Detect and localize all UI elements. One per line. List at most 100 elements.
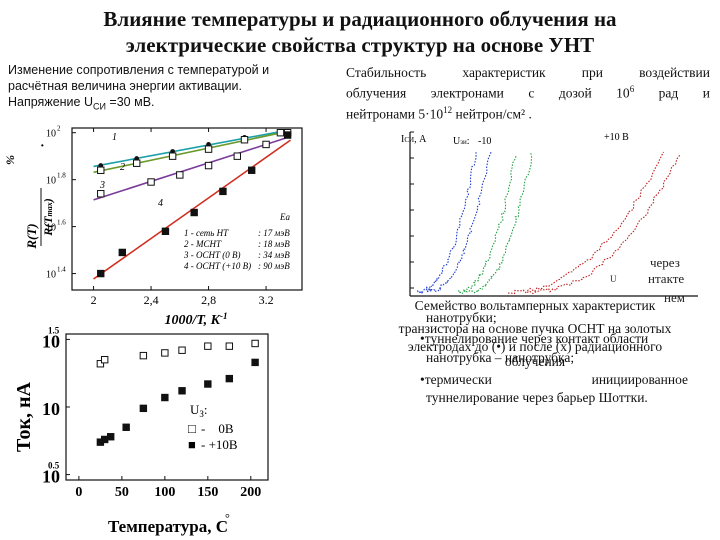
c2-point-0В (204, 342, 212, 350)
c1-point-4 (190, 208, 198, 217)
iv-chart: IСИ, A Uзи: -10 +10 В (401, 131, 698, 297)
c1-point-3 (176, 171, 184, 179)
c3-trace-blue (417, 152, 477, 295)
c2-point-+10В (161, 393, 169, 402)
c2-xlabel-degree: ° (225, 511, 230, 525)
c1-legend-value: : 90 мэВ (258, 261, 290, 271)
left-desc-line-1: Изменение сопротивления с температурой и (8, 63, 270, 77)
c1-ylabel-dot: · (40, 139, 45, 154)
c3-trace-red (526, 153, 681, 295)
c1-curve-label-2: 2 (120, 162, 125, 173)
c2-legend-title: UЗ: (190, 402, 208, 419)
neutron-exponent: 12 (443, 104, 453, 115)
c2-point-+10В (96, 438, 105, 446)
bullet-thermal: •термически инициированное (420, 372, 688, 387)
c1-curve-label-3: 3 (99, 180, 105, 191)
c2-legend: UЗ: □ - 0В ■ - +10В (188, 402, 238, 452)
c2-ytick-label: 10 (42, 399, 60, 419)
c1-point-4 (118, 248, 127, 257)
c1-legend-value: : 18 мэВ (258, 239, 290, 249)
overlap-fragment-b: U (610, 274, 617, 284)
bullet-tunneling-1: •туннелирование через контакт области (420, 331, 649, 346)
c2-ytick-label: 10 (42, 467, 60, 487)
c2-xtick-label: 100 (154, 485, 175, 500)
c1-point-3 (262, 140, 270, 149)
c1-legend-entry: 1 - сеть НТ (184, 228, 229, 238)
overlap-fragment-d: нем (664, 290, 685, 305)
c2-point-+10В (251, 358, 259, 367)
c1-xlabel: 1000/T, K-1 (165, 311, 228, 328)
c1-point-2 (97, 166, 105, 174)
c1-point-3 (204, 161, 213, 170)
dose-exponent: 6 (629, 84, 635, 94)
c2-point-+10В (139, 404, 148, 413)
c1-legend-value: : 34 мэВ (258, 250, 290, 260)
c1-ytick-exponent: 1.6 (57, 219, 66, 227)
c1-point-2 (132, 159, 141, 167)
c2-point-+10В (204, 380, 212, 388)
c3-trace-blue (426, 151, 492, 293)
c1-xtick-label: 2 (91, 293, 97, 307)
c1-point-4 (283, 131, 292, 139)
c1-point-3 (233, 152, 242, 160)
c1-point-2 (240, 136, 249, 144)
c1-ytick-exponent: 1.8 (57, 172, 66, 180)
c2-point-0В (225, 342, 234, 350)
c1-legend-value: : 17 мэВ (258, 228, 290, 238)
c1-legend-entry: 3 - ОСНТ (0 В) (183, 250, 241, 260)
c2-ytick-exponent: 0.5 (48, 461, 60, 471)
title-line-2: электрические свойства структур на основ… (125, 33, 595, 57)
c1-ylabel-bottom: R(Tmax) (41, 198, 55, 237)
left-description: Изменение сопротивления с температурой и… (8, 62, 338, 115)
c2-point-0В (251, 339, 259, 348)
c1-point-3 (97, 190, 105, 198)
left-desc-line-2: расчётная величина энергии активации. (8, 79, 242, 93)
c2-point-+10В (100, 435, 109, 444)
c3-gate-label: Uзи: (453, 136, 470, 147)
c1-ytick-label: 10 (46, 129, 56, 140)
neutron-unit: нейтрон/см² . (452, 106, 532, 121)
right-description: Стабильность характеристик при воздейств… (346, 64, 710, 122)
caption-line-4: облучения (504, 354, 566, 369)
c1-curve-label-4: 4 (158, 198, 163, 209)
c2-point-+10В (178, 387, 186, 395)
bullet-tunneling-1b: нанотрубка – нанотрубка; (426, 350, 575, 365)
voltage-subscript: СИ (92, 101, 106, 112)
c1-ytick-exponent: 1.4 (57, 266, 66, 274)
overlap-fragment-a: через (650, 255, 680, 270)
c1-xtick-label: 3.2 (259, 293, 274, 307)
c1-point-4 (219, 187, 227, 196)
c3-ylabel: IСИ, A (401, 134, 427, 145)
c1-fit-line-3 (93, 135, 291, 201)
c1-ylabel-percent: % (3, 155, 17, 165)
c2-point-0В (161, 349, 169, 357)
c3-trace-green (457, 155, 517, 294)
bullet-schottky: туннелирование через барьер Шоттки. (426, 390, 648, 405)
c2-legend-text-0: - 0В (201, 421, 234, 436)
c1-ytick-label: 10 (46, 223, 56, 234)
c2-xlabel: Температура, C (108, 517, 228, 536)
title-line-1: Влияние температуры и радиационного облу… (103, 7, 617, 31)
c1-ea-header: Ea (279, 212, 290, 222)
c1-ytick-label: 10 (46, 176, 56, 187)
c1-curve-label-1: 1 (112, 132, 117, 143)
c2-point-0В (100, 355, 109, 364)
right-desc-line-1: Стабильность характеристик при воздейств… (346, 65, 710, 80)
page-title: Влияние температуры и радиационного облу… (0, 6, 720, 58)
caption-line-3: электродах до (•) и после (x) радиационн… (407, 339, 663, 354)
neutron-text: нейтронами 5·10 (346, 106, 444, 121)
dose-unit: рад и (634, 85, 710, 101)
c2-point-+10В (225, 374, 234, 383)
c1-xtick-label: 2,4 (144, 293, 159, 307)
voltage-label: Напряжение U (8, 95, 93, 109)
c1-point-3 (147, 178, 155, 186)
dose-text: облучения электронами с дозой 10 (346, 85, 630, 101)
c3-tick-right: +10 В (604, 132, 629, 143)
c1-fit-line-1 (93, 130, 284, 168)
bullet-fragment: нанотрубки; (426, 310, 497, 325)
right-desc-line-2: облучения электронами с дозой 106 рад и (346, 81, 710, 102)
left-desc-line-3: Напряжение UСИ =30 мВ. (8, 94, 338, 115)
c2-xtick-label: 0 (75, 485, 82, 500)
c1-point-4 (161, 227, 170, 236)
c1-plot-frame (71, 127, 303, 291)
